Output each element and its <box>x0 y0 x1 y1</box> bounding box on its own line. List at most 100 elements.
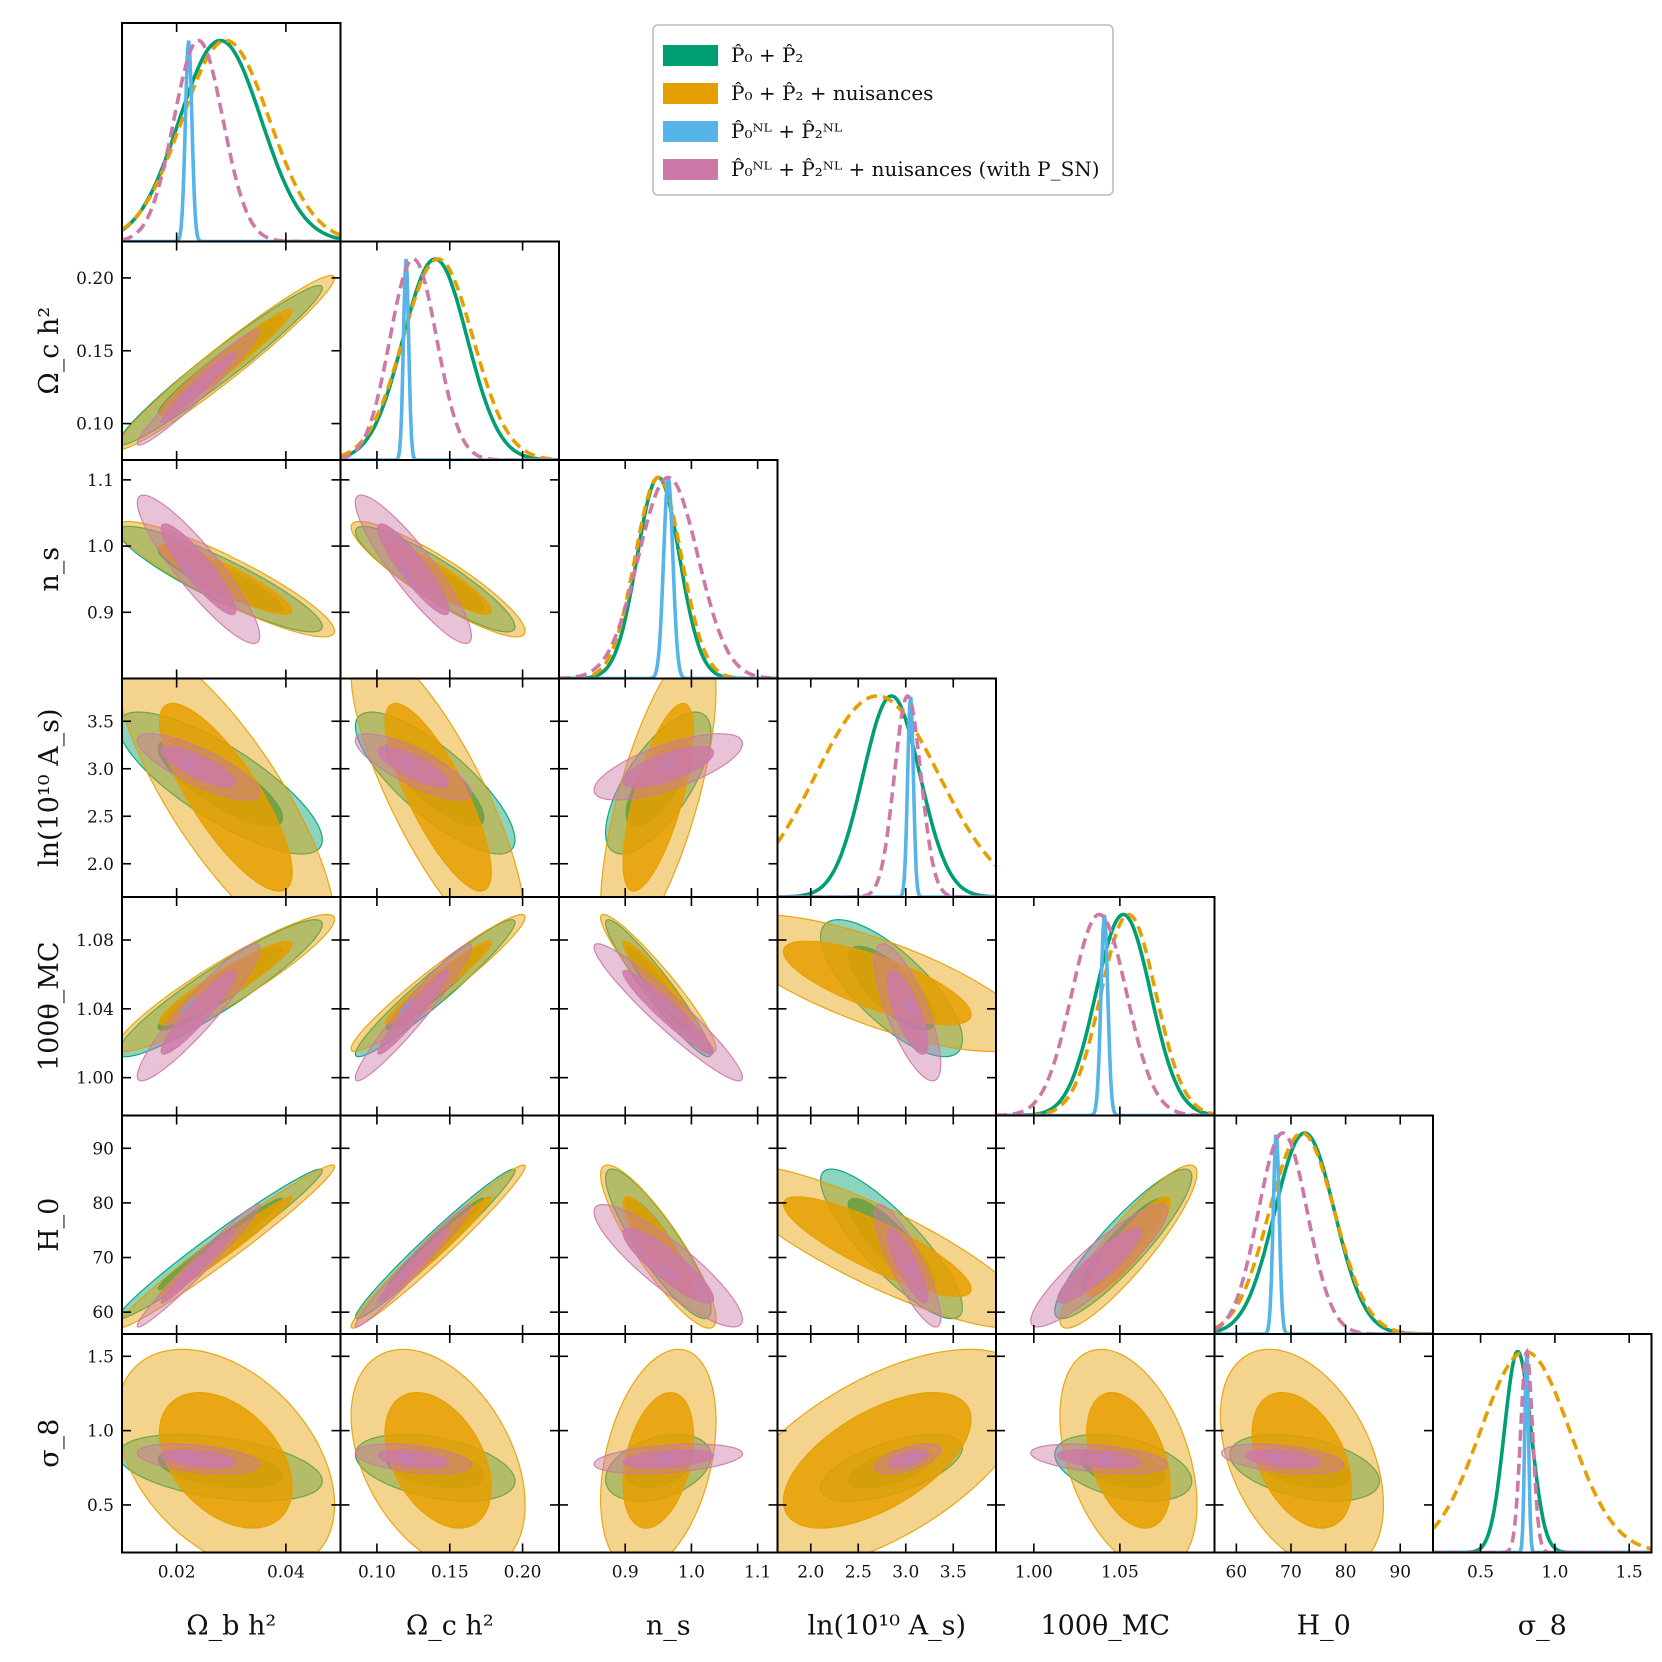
marginal-pnl-theta <box>996 914 1215 1116</box>
marginal-p02nuis-H0 <box>1214 1131 1433 1334</box>
marginal-p02-lnAs <box>777 694 996 897</box>
y-tick-label-theta: 1.04 <box>76 1000 114 1020</box>
x-tick-label-ns: 0.9 <box>612 1563 639 1583</box>
panel-sigma8-vs-omch2: 0.10 0.15 0.20 <box>339 1333 560 1583</box>
marginal-p02-sigma8 <box>1433 1349 1652 1553</box>
x-tick-label-omch2: 0.20 <box>504 1563 542 1583</box>
legend-swatch-p02nuis <box>663 83 718 104</box>
marginal-pnl-ombh2 <box>122 40 341 242</box>
contour-pnlnuis-68-ns-theta <box>622 969 715 1055</box>
legend-swatch-pnlnuis <box>663 159 718 180</box>
contour-pnlnuis-68-lnAs-H0 <box>886 1227 929 1304</box>
marginal-p02nuis-sigma8 <box>1433 1349 1652 1551</box>
panel-frame <box>776 677 997 898</box>
y-tick-label-ns: 1.0 <box>87 537 114 557</box>
panel-lnAs-vs-ombh2: 2.0 2.5 3.0 3.5 <box>87 677 342 898</box>
y-tick-label-H0: 90 <box>92 1139 114 1159</box>
contour-p02nuis-68-lnAs-sigma8 <box>782 1392 972 1529</box>
x-tick-label-lnAs: 3.0 <box>892 1563 919 1583</box>
x-tick-label-sigma8: 1.5 <box>1616 1563 1643 1583</box>
marginal-p02nuis-omch2 <box>340 257 559 460</box>
x-tick-label-H0: 90 <box>1389 1563 1411 1583</box>
legend-label-pnl: P̂₀ᴺᴸ + P̂₂ᴺᴸ <box>731 119 843 143</box>
y-tick-label-omch2: 0.15 <box>76 342 114 362</box>
panel-theta-vs-lnAs <box>776 896 997 1117</box>
panel-sigma8-vs-sigma8: 0.5 1.0 1.5 <box>1432 1333 1653 1583</box>
panel-sigma8-vs-ombh2: 0.02 0.04 0.5 1.0 1.5 <box>87 1333 342 1583</box>
y-tick-label-ns: 0.9 <box>87 603 114 623</box>
x-tick-label-H0: 80 <box>1335 1563 1357 1583</box>
axis-labels: Ω_b h² Ω_c h² Ω_c h² n_s n_s ln(10¹⁰ A_s) ln(1… <box>34 307 1567 1642</box>
legend-label-p02: P̂₀ + P̂₂ <box>731 43 803 67</box>
marginal-p02nuis-ns <box>559 475 778 679</box>
x-tick-label-ombh2: 0.02 <box>158 1563 196 1583</box>
marginal-pnlnuis-lnAs <box>777 693 996 897</box>
y-axis-label-sigma8: σ_8 <box>34 1419 65 1468</box>
contour-pnlnuis-68-ombh2-lnAs <box>160 745 237 788</box>
x-tick-label-H0: 60 <box>1226 1563 1248 1583</box>
x-tick-label-theta: 1.05 <box>1101 1563 1139 1583</box>
x-tick-label-theta: 1.00 <box>1015 1563 1053 1583</box>
panel-omch2-vs-omch2 <box>339 240 560 461</box>
panel-omch2-vs-ombh2: 0.10 0.15 0.20 <box>76 240 342 461</box>
x-axis-label-H0: H_0 <box>1297 1611 1351 1642</box>
contour-pnlnuis-68-ombh2-omch2 <box>160 351 237 424</box>
y-axis-label-ns: n_s <box>34 547 65 592</box>
y-axis-label-H0: H_0 <box>34 1198 65 1252</box>
legend-swatch-pnl <box>663 121 718 142</box>
legend: P̂₀ + P̂₂ P̂₀ + P̂₂ + nuisances P̂₀ᴺᴸ + P̂… <box>652 24 1114 196</box>
y-tick-label-lnAs: 3.5 <box>87 712 114 732</box>
contour-pnlnuis-68-omch2-lnAs <box>377 745 450 788</box>
panel-H0-vs-ns <box>558 1114 779 1335</box>
y-tick-label-ns: 1.1 <box>87 471 114 491</box>
y-tick-label-H0: 60 <box>92 1303 114 1323</box>
x-tick-label-ns: 1.0 <box>678 1563 705 1583</box>
contour-pnlnuis-68-theta-sigma8 <box>1056 1449 1142 1469</box>
contour-pnlnuis-68-theta-H0 <box>1056 1227 1142 1304</box>
panel-sigma8-vs-H0: 60 70 80 90 <box>1213 1333 1434 1583</box>
panel-ns-vs-ombh2: 0.9 1.0 1.1 <box>87 459 342 680</box>
contour-pnlnuis-68-lnAs-theta <box>886 969 929 1055</box>
marginal-p02-ns <box>559 475 778 679</box>
x-tick-label-H0: 70 <box>1280 1563 1302 1583</box>
legend-box <box>652 24 1114 196</box>
contour-pnlnuis-68-ns-sigma8 <box>622 1449 715 1469</box>
y-tick-label-sigma8: 1.0 <box>87 1422 114 1442</box>
panel-theta-vs-ombh2: 1.00 1.04 1.08 <box>76 896 342 1117</box>
x-tick-label-sigma8: 0.5 <box>1467 1563 1494 1583</box>
x-tick-label-lnAs: 3.5 <box>940 1563 967 1583</box>
y-tick-label-sigma8: 1.5 <box>87 1347 114 1367</box>
panel-theta-vs-theta <box>995 896 1216 1117</box>
contour-pnl-68-omch2-theta <box>401 1001 411 1013</box>
panel-H0-vs-H0 <box>1213 1114 1434 1335</box>
y-tick-label-theta: 1.08 <box>76 931 114 951</box>
marginal-pnlnuis-theta <box>996 912 1215 1116</box>
y-tick-label-H0: 80 <box>92 1194 114 1214</box>
x-tick-label-omch2: 0.15 <box>431 1563 469 1583</box>
x-axis-label-ombh2: Ω_b h² <box>186 1611 276 1642</box>
marginal-p02nuis-ombh2 <box>122 38 341 237</box>
contour-p02nuis-68-lnAs-H0 <box>782 1196 972 1298</box>
panel-H0-vs-lnAs <box>776 1114 997 1335</box>
contour-pnlnuis-68-lnAs-sigma8 <box>886 1449 929 1469</box>
marginal-pnlnuis-omch2 <box>340 257 559 460</box>
x-tick-label-sigma8: 1.0 <box>1541 1563 1568 1583</box>
y-axis-label-lnAs: ln(10¹⁰ A_s) <box>34 708 65 867</box>
marginal-pnlnuis-ombh2 <box>122 38 341 242</box>
x-axis-label-ns: n_s <box>646 1611 691 1642</box>
legend-label-p02nuis: P̂₀ + P̂₂ + nuisances <box>731 81 933 105</box>
y-tick-label-lnAs: 2.0 <box>87 855 114 875</box>
panel-lnAs-vs-lnAs <box>776 677 997 898</box>
x-tick-label-ombh2: 0.04 <box>267 1563 305 1583</box>
panel-sigma8-vs-theta: 1.00 1.05 <box>995 1333 1216 1583</box>
x-tick-label-omch2: 0.10 <box>358 1563 396 1583</box>
y-tick-label-lnAs: 2.5 <box>87 807 114 827</box>
panel-sigma8-vs-ns: 0.9 1.0 1.1 <box>558 1333 779 1583</box>
marginal-pnlnuis-ns <box>559 475 778 679</box>
x-axis-label-sigma8: σ_8 <box>1518 1611 1567 1642</box>
panel-ombh2-vs-ombh2 <box>121 22 342 243</box>
panel-frame <box>339 896 560 1117</box>
contour-pnlnuis-68-omch2-sigma8 <box>377 1449 450 1469</box>
panel-H0-vs-ombh2: 60 70 80 90 <box>92 1114 342 1335</box>
